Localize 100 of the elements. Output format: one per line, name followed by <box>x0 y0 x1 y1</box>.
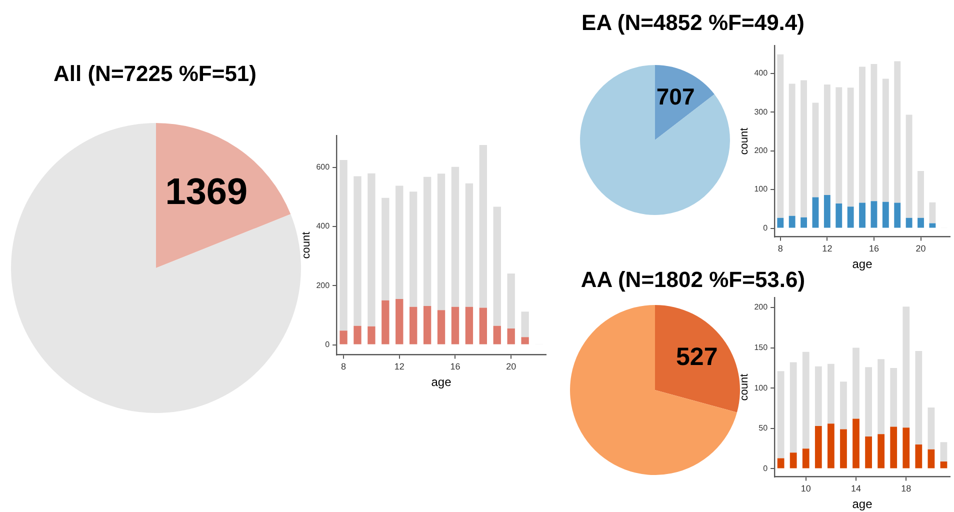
bar <box>814 426 822 468</box>
bar <box>423 306 432 344</box>
y-tick-label: 200 <box>754 302 768 312</box>
bar <box>940 461 948 468</box>
bar <box>507 274 515 328</box>
bar <box>437 310 446 344</box>
bar <box>882 202 889 228</box>
bar <box>396 186 404 299</box>
bar <box>824 194 830 228</box>
x-tick-label: 14 <box>851 484 862 494</box>
y-tick-label: 600 <box>316 162 330 172</box>
bar <box>894 202 901 228</box>
bar <box>788 216 796 228</box>
x-tick-label: 20 <box>506 362 516 372</box>
bar <box>802 448 810 468</box>
y-tick-label: 200 <box>316 280 330 290</box>
y-tick-label: 300 <box>754 107 768 116</box>
y-tick-label: 400 <box>316 222 330 231</box>
bar <box>340 160 348 331</box>
bar <box>812 197 819 228</box>
data-label: 1369 <box>165 170 248 212</box>
bar <box>382 198 390 300</box>
bar <box>906 114 912 218</box>
bar <box>824 84 830 195</box>
bar <box>340 330 348 344</box>
y-tick-label: 400 <box>754 68 768 78</box>
y-tick-label: 150 <box>754 342 768 352</box>
bar <box>929 202 936 224</box>
y-axis-title: count <box>738 374 751 401</box>
bar <box>870 64 878 202</box>
bar <box>465 306 474 344</box>
bar <box>915 444 922 468</box>
bar <box>890 368 898 427</box>
bar <box>836 87 842 204</box>
x-tick-label: 16 <box>868 244 879 254</box>
bar <box>354 176 362 326</box>
bar <box>847 206 854 228</box>
bar <box>493 326 501 344</box>
x-tick-label: 12 <box>394 362 404 372</box>
bar <box>882 78 889 202</box>
bar <box>396 298 404 344</box>
bar <box>915 351 922 445</box>
bar <box>451 306 460 344</box>
bar <box>928 449 935 468</box>
bar <box>852 348 860 419</box>
chart-title: All (N=7225 %F=51) <box>52 61 258 87</box>
bar <box>906 218 912 228</box>
bar <box>865 436 872 468</box>
bar <box>840 429 847 468</box>
bar <box>878 359 885 434</box>
bar <box>827 364 834 424</box>
bar <box>777 458 784 468</box>
x-axis-title: age <box>852 497 873 512</box>
bar <box>465 183 474 307</box>
bar <box>777 54 784 218</box>
bar <box>812 102 819 198</box>
bar <box>479 144 488 308</box>
bar <box>423 176 432 306</box>
y-axis-title: count <box>300 232 313 259</box>
bar <box>368 173 376 326</box>
bar <box>777 218 784 228</box>
bar <box>800 217 808 228</box>
bar <box>507 328 515 344</box>
bar <box>790 452 797 468</box>
bar <box>790 362 797 453</box>
x-tick-label: 16 <box>450 362 460 372</box>
bar <box>902 428 910 468</box>
y-tick-label: 100 <box>754 184 768 194</box>
bar <box>918 218 924 228</box>
bar <box>929 223 936 228</box>
x-axis-title: age <box>852 257 873 272</box>
data-label: 527 <box>676 342 718 371</box>
bar <box>382 300 390 344</box>
x-tick-label: 8 <box>341 362 346 372</box>
bar <box>493 206 501 326</box>
bar <box>437 174 446 310</box>
y-tick-label: 0 <box>763 464 768 473</box>
bar <box>777 371 784 458</box>
bar <box>878 434 885 468</box>
x-tick-label: 18 <box>901 484 912 494</box>
bar <box>928 407 935 450</box>
x-tick-label: 12 <box>822 244 832 254</box>
bar <box>836 203 842 228</box>
y-tick-label: 0 <box>763 223 768 232</box>
bar <box>521 312 529 338</box>
bar <box>840 382 847 430</box>
bar <box>354 326 362 344</box>
x-tick-label: 10 <box>800 484 811 494</box>
y-tick-label: 50 <box>758 424 768 433</box>
x-tick-label: 8 <box>778 244 783 254</box>
bar <box>894 61 901 203</box>
bar <box>827 424 834 468</box>
x-tick-label: 20 <box>916 244 926 254</box>
bar <box>800 80 808 218</box>
bar <box>859 202 866 228</box>
bar <box>902 306 910 428</box>
bar <box>859 66 866 203</box>
x-axis-title: age <box>431 375 452 390</box>
chart-title: EA (N=4852 %F=49.4) <box>580 10 806 36</box>
bar <box>865 367 872 436</box>
